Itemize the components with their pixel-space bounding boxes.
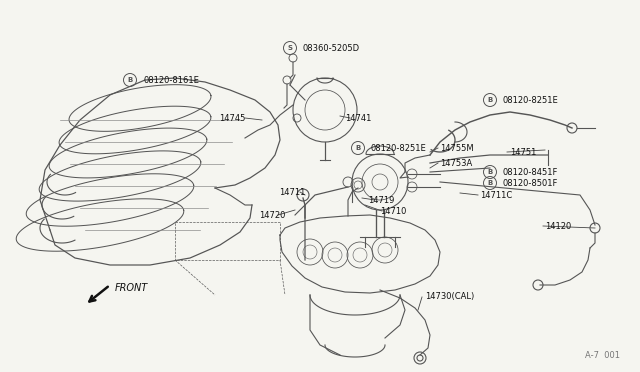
Text: 14719: 14719 bbox=[368, 196, 394, 205]
Text: 14120: 14120 bbox=[545, 221, 572, 231]
Text: 08120-8251E: 08120-8251E bbox=[503, 96, 559, 105]
Text: A-7  001: A-7 001 bbox=[585, 351, 620, 360]
Text: B: B bbox=[488, 180, 493, 186]
Text: B: B bbox=[127, 77, 132, 83]
Text: B: B bbox=[488, 169, 493, 175]
Text: 14711: 14711 bbox=[278, 187, 305, 196]
Text: 14751: 14751 bbox=[510, 148, 536, 157]
Text: 08120-8501F: 08120-8501F bbox=[503, 179, 558, 187]
Text: 14711C: 14711C bbox=[480, 190, 512, 199]
Text: 14753A: 14753A bbox=[440, 158, 472, 167]
Text: 14741: 14741 bbox=[345, 113, 371, 122]
Text: B: B bbox=[488, 97, 493, 103]
Text: 08120-8161E: 08120-8161E bbox=[143, 76, 199, 84]
Text: 14755M: 14755M bbox=[440, 144, 474, 153]
Text: 08120-8451F: 08120-8451F bbox=[503, 167, 558, 176]
Text: FRONT: FRONT bbox=[115, 283, 148, 293]
Text: 14730(CAL): 14730(CAL) bbox=[425, 292, 474, 301]
Text: S: S bbox=[287, 45, 292, 51]
Text: 14745: 14745 bbox=[219, 113, 245, 122]
Text: 14720: 14720 bbox=[259, 211, 285, 219]
Text: 14710: 14710 bbox=[380, 206, 406, 215]
Text: 08360-5205D: 08360-5205D bbox=[303, 44, 360, 52]
Text: 08120-8251E: 08120-8251E bbox=[371, 144, 427, 153]
Text: B: B bbox=[355, 145, 360, 151]
